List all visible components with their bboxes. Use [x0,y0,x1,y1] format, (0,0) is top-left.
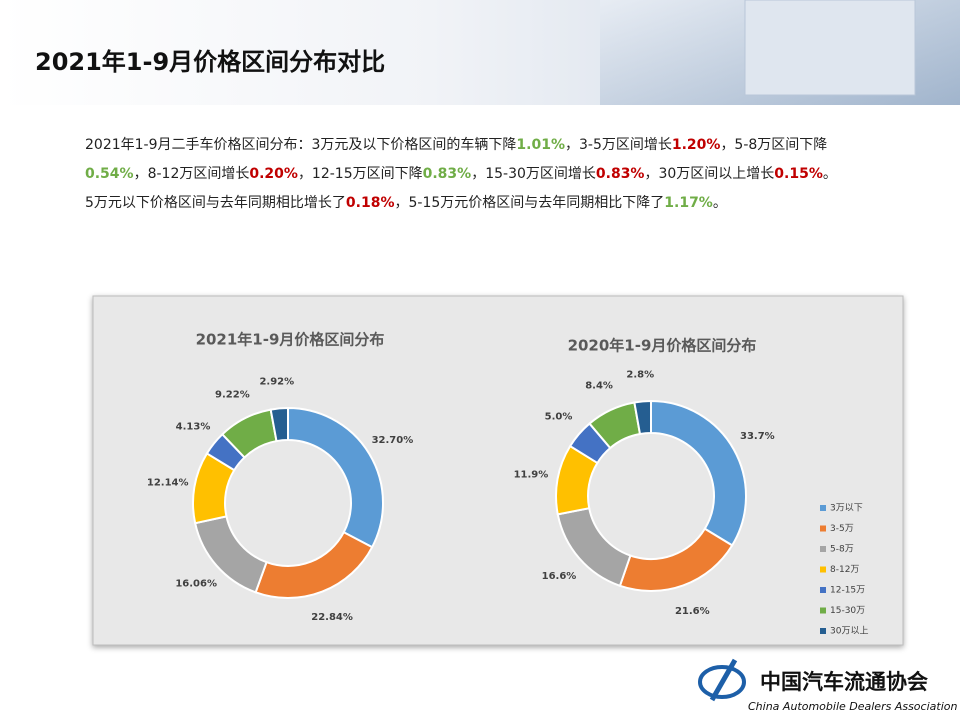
legend-label: 8-12万 [830,565,859,575]
text-run: 5万元以下价格区间与去年同期相比增长了 [85,195,346,211]
data-label: 8.4% [585,381,613,392]
legend-swatch [820,628,826,634]
text-run: ，3-5万区间增长 [564,137,672,153]
data-label: 4.13% [176,421,211,432]
legend-label: 30万以上 [830,626,868,637]
data-label: 21.6% [675,606,710,617]
legend-swatch [820,505,826,511]
legend-label: 12-15万 [830,586,865,596]
highlight: 0.15% [774,166,823,182]
chart-title: 2021年1-9月价格区间分布 [196,331,385,349]
text-run: ，15-30万区间增长 [471,166,596,182]
data-label: 22.84% [311,612,353,623]
data-label: 2.8% [626,369,654,380]
text-run: ，5-8万区间下降 [720,137,828,153]
text-run: 。 [822,166,837,182]
text-run: ，30万区间以上增长 [644,166,775,182]
legend-label: 3万以下 [830,504,863,514]
legend-swatch [820,587,826,593]
charts: 2021年1-9月价格区间分布 32.70% 22.84% 16.06% 12.14% 4… [147,331,869,637]
text-run: 2021年1-9月二手车价格区间分布：3万元及以下价格区间的车辆下降 [85,137,517,153]
data-label: 32.70% [372,435,414,446]
donut-slice [633,399,652,436]
slide-title: 2021年1-9月价格区间分布对比 [35,48,385,76]
text-run: ，5-15万元价格区间与去年同期相比下降了 [394,195,665,211]
paragraph: 5万元以下价格区间与去年同期相比增长了0.18%，5-15万元价格区间与去年同期… [85,189,875,218]
data-label: 11.9% [514,469,549,480]
paragraph: 2021年1-9月二手车价格区间分布：3万元及以下价格区间的车辆下降1.01%，… [85,131,875,189]
legend-swatch [820,566,826,573]
org-en: China Automobile Dealers Association [748,700,957,713]
highlight: 0.83% [422,166,472,182]
donut-slice [269,406,289,443]
legend-swatch [820,525,826,532]
legend-label: 3-5万 [830,524,854,534]
data-label: 2.92% [259,377,294,388]
legend-swatch [820,607,826,614]
highlight: 1.01% [516,137,565,153]
highlight: 0.18% [345,195,395,211]
legend-label: 15-30万 [830,606,865,616]
highlight: 0.54% [85,166,134,182]
header-cube [744,0,916,96]
legend-swatch [820,546,826,552]
highlight: 1.20% [671,137,721,153]
data-label: 12.14% [147,478,189,489]
data-label: 16.06% [175,578,217,589]
text-run: 。 [712,195,727,211]
donut-slice [287,406,384,549]
data-label: 33.7% [740,431,775,442]
data-label: 16.6% [542,571,577,582]
highlight: 1.17% [664,195,713,211]
highlight: 0.83% [595,166,645,182]
text-run: ，12-15万区间下降 [297,166,423,182]
text-run: ，8-12万区间增长 [133,166,250,182]
org-cn: 中国汽车流通协会 [760,670,928,694]
highlight: 0.20% [249,166,298,182]
logo: 中国汽车流通协会 China Automobile Dealers Associ… [698,658,957,713]
chart-title: 2020年1-9月价格区间分布 [568,337,757,355]
legend-label: 5-8万 [830,545,854,555]
data-label: 5.0% [545,411,573,422]
summary-text: 2021年1-9月二手车价格区间分布：3万元及以下价格区间的车辆下降1.01%，… [85,131,875,218]
data-label: 9.22% [215,389,250,400]
